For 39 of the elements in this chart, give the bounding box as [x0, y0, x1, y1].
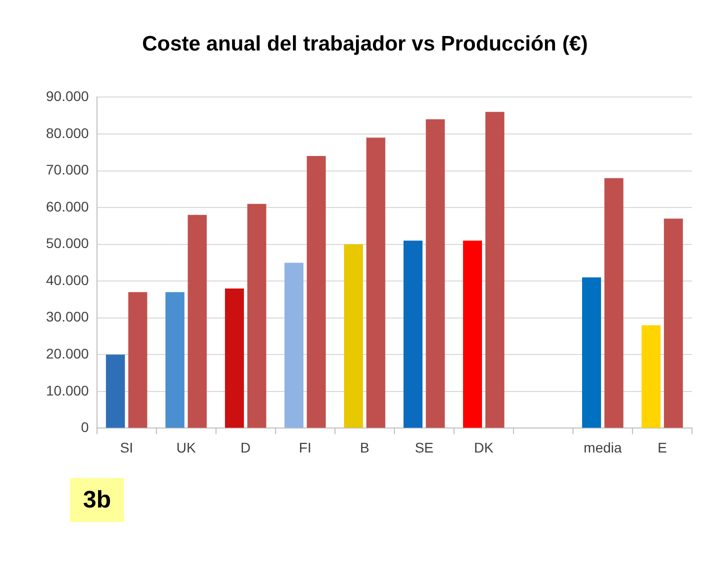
x-tick-label: FI — [298, 439, 312, 456]
bar — [485, 112, 504, 428]
y-tick-label: 10.000 — [46, 382, 90, 398]
x-tick-label: media — [584, 439, 622, 456]
bar — [664, 218, 683, 428]
x-tick-label: SI — [120, 439, 134, 456]
y-tick-label: 40.000 — [46, 272, 90, 288]
bar — [344, 244, 363, 428]
bar — [604, 178, 624, 428]
y-tick-label: 70.000 — [46, 162, 90, 178]
bar — [463, 240, 482, 428]
bar — [642, 325, 661, 428]
bar — [247, 204, 266, 428]
x-tick-label: D — [240, 439, 251, 456]
x-tick-label: DK — [474, 439, 494, 456]
x-tick-label: E — [658, 439, 667, 456]
y-tick-label: 30.000 — [46, 308, 90, 325]
y-tick-label: 90.000 — [46, 88, 90, 104]
bar — [284, 262, 304, 428]
text: 3b — [82, 486, 112, 514]
bar — [224, 288, 244, 428]
y-tick-label: 60.000 — [46, 198, 90, 214]
chart-title: Coste anual del trabajador vs Producción (€) — [142, 32, 588, 56]
y-tick-label: 0 — [81, 419, 90, 436]
bar — [426, 119, 445, 428]
y-tick-label: 80.000 — [46, 124, 90, 141]
x-tick-label: B — [360, 439, 370, 456]
x-tick-label: SE — [414, 439, 434, 456]
y-tick-label: 20.000 — [46, 346, 90, 362]
bar — [306, 156, 326, 428]
bar — [106, 354, 125, 428]
bar — [128, 292, 148, 428]
bar — [582, 277, 602, 428]
bar — [188, 214, 207, 428]
bar — [366, 138, 386, 428]
y-tick-label: 50.000 — [46, 235, 90, 252]
bar — [404, 240, 422, 428]
x-tick-label: UK — [176, 439, 196, 456]
bar — [165, 292, 184, 428]
